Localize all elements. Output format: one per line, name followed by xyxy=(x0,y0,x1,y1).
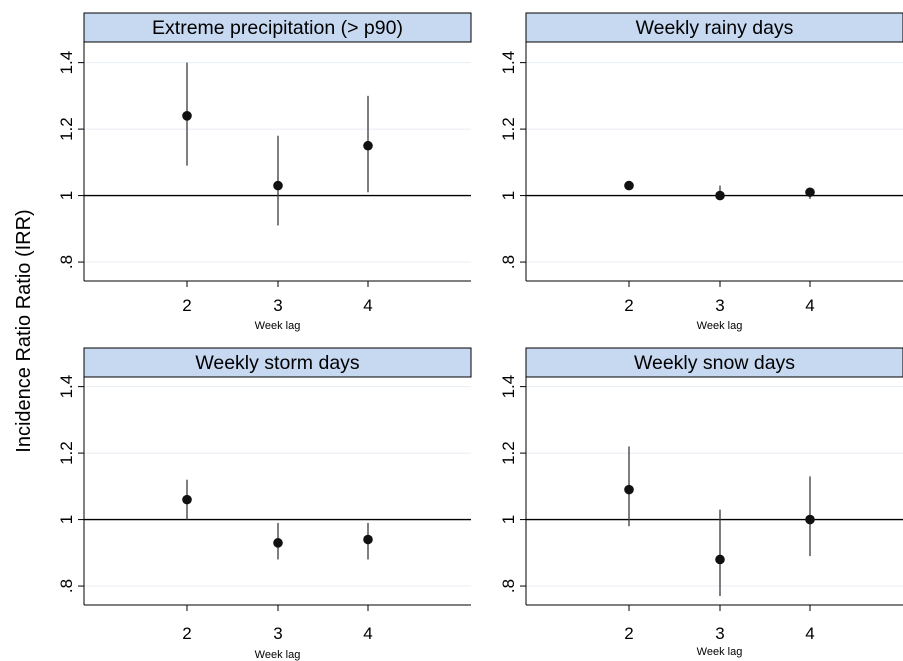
x-tick-label: 2 xyxy=(182,624,191,643)
panel-title: Extreme precipitation (> p90) xyxy=(152,17,403,39)
data-point xyxy=(182,494,192,505)
panel-title-band xyxy=(525,347,903,378)
x-tick-label: 2 xyxy=(624,296,633,315)
y-tick-label: .8 xyxy=(57,255,76,269)
y-tick-label: 1 xyxy=(57,191,76,200)
y-tick-label: 1.4 xyxy=(57,375,76,399)
x-axis-label: Week lag xyxy=(255,320,301,332)
y-tick-label: 1 xyxy=(499,515,518,524)
x-tick-label: 3 xyxy=(273,296,282,315)
panel-title: Weekly rainy days xyxy=(636,17,794,39)
panel-title-band xyxy=(525,12,903,43)
x-tick-label: 2 xyxy=(182,296,191,315)
y-tick-label: 1.2 xyxy=(57,441,76,465)
data-point xyxy=(805,187,815,198)
y-tick-label: 1 xyxy=(57,515,76,524)
data-point xyxy=(363,534,373,545)
panel-1: Extreme precipitation (> p90) .8 1 1.2 1.4 2 3… xyxy=(57,12,472,332)
x-axis-label: Week lag xyxy=(255,649,301,661)
x-tick-label: 4 xyxy=(363,296,372,315)
panel-4: Weekly snow days .8 1 1.2 1.4 2 3 4 Week lag xyxy=(499,347,903,658)
y-tick-label: 1.4 xyxy=(499,51,518,75)
panel-2: Weekly rainy days .8 1 1.2 1.4 2 3 4 Week lag xyxy=(499,12,903,332)
panel-title: Weekly snow days xyxy=(634,352,795,374)
data-point xyxy=(363,140,373,151)
y-tick-label: 1 xyxy=(499,191,518,200)
data-point xyxy=(273,180,283,191)
y-tick-label: .8 xyxy=(499,579,518,593)
x-tick-label: 4 xyxy=(805,296,814,315)
data-point xyxy=(715,190,725,201)
x-tick-label: 4 xyxy=(805,624,814,643)
panel-title-band xyxy=(83,347,472,378)
panel-title: Weekly storm days xyxy=(195,352,360,374)
y-tick-label: 1.2 xyxy=(499,441,518,465)
y-tick-label: .8 xyxy=(57,579,76,593)
y-tick-label: 1.2 xyxy=(57,117,76,141)
y-tick-label: .8 xyxy=(499,255,518,269)
x-tick-label: 3 xyxy=(273,624,282,643)
data-point xyxy=(624,180,634,191)
data-point xyxy=(805,514,815,525)
data-point xyxy=(273,538,283,548)
y-tick-label: 1.2 xyxy=(499,117,518,141)
x-tick-label: 3 xyxy=(715,624,724,643)
y-tick-label: 1.4 xyxy=(499,375,518,399)
data-point xyxy=(182,111,192,121)
data-point xyxy=(715,554,725,565)
panel-3: Weekly storm days .8 1 1.2 1.4 2 3 4 Week lag xyxy=(57,347,472,661)
x-tick-label: 3 xyxy=(715,296,724,315)
y-axis-label: Incidence Ratio Ratio (IRR) xyxy=(13,209,35,452)
panel-title-band xyxy=(83,12,472,43)
x-tick-label: 4 xyxy=(363,624,372,643)
x-axis-label: Week lag xyxy=(697,646,743,658)
x-tick-label: 2 xyxy=(624,624,633,643)
y-tick-label: 1.4 xyxy=(57,51,76,75)
x-axis-label: Week lag xyxy=(697,320,743,332)
data-point xyxy=(624,484,634,495)
